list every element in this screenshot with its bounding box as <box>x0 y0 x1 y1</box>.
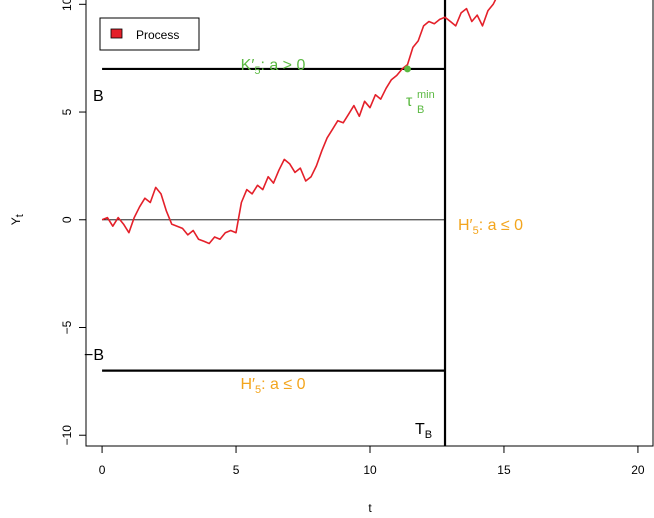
annotation-k-accept-region: K′5: a > 0 <box>241 57 306 77</box>
y-tick-label: 10 <box>60 0 74 11</box>
k-label-sub: 5 <box>254 65 260 77</box>
y-tick-label: −5 <box>60 320 74 334</box>
h-lower-label-main: H′ <box>240 376 255 393</box>
x-axis-label: t <box>368 501 372 515</box>
annotation-tb-stop-time: TB <box>415 421 432 441</box>
x-axis: 0 5 10 15 20 <box>99 446 645 477</box>
y-tick-label: 0 <box>60 216 74 223</box>
y-axis: −10 −5 0 5 10 <box>60 0 86 445</box>
tb-label-sub: B <box>425 429 432 441</box>
y-axis-label-main: Y <box>9 217 23 225</box>
x-tick-label: 5 <box>233 463 240 477</box>
tau-min-point <box>404 65 411 73</box>
tau-label-sup: min <box>417 89 435 101</box>
h-upper-label-rest: : a ≤ 0 <box>479 217 523 234</box>
y-axis-label-sub: t <box>14 214 26 217</box>
legend: Process <box>99 17 200 51</box>
tau-label-main: τ <box>406 93 413 110</box>
x-tick-label: 0 <box>99 463 106 477</box>
tb-label-main: T <box>415 421 425 438</box>
h-lower-label-sub: 5 <box>255 384 261 396</box>
h-upper-label-main: H′ <box>458 217 473 234</box>
annotation-b-boundary: B <box>93 88 104 105</box>
k-label-rest: : a > 0 <box>260 57 305 74</box>
y-tick-label: −10 <box>60 425 74 446</box>
annotation-h-reject-region-right: H′5: a ≤ 0 <box>458 217 523 237</box>
h-lower-label-rest: : a ≤ 0 <box>261 376 305 393</box>
x-tick-label: 10 <box>363 463 377 477</box>
legend-label-process: Process <box>136 28 179 42</box>
annotation-tau-min: τ min B <box>406 89 435 116</box>
legend-swatch-process <box>110 28 123 39</box>
annotation-negative-b-boundary: −B <box>84 347 104 364</box>
y-tick-label: 5 <box>60 108 74 115</box>
x-tick-label: 15 <box>497 463 511 477</box>
annotation-h-reject-region-lower: H′5: a ≤ 0 <box>240 376 305 396</box>
h-upper-label-sub: 5 <box>473 225 479 237</box>
k-label-main: K′ <box>241 57 255 74</box>
series-process-line <box>101 0 497 245</box>
x-tick-label: 20 <box>631 463 645 477</box>
y-axis-label: Yt <box>9 214 26 225</box>
tau-label-sub: B <box>417 104 424 116</box>
